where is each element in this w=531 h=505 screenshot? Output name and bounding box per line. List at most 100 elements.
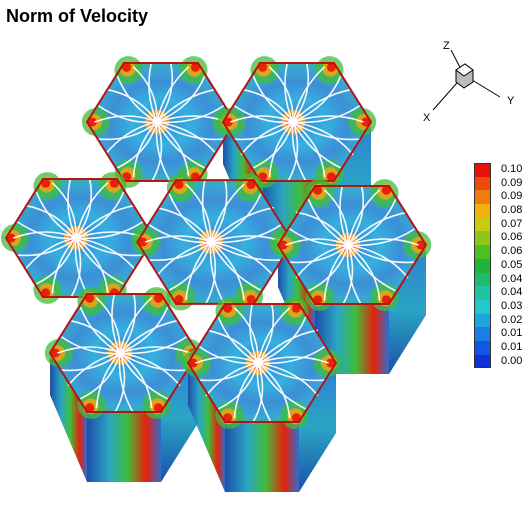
streamline (75, 204, 137, 239)
streamline (210, 223, 283, 244)
streamline (119, 292, 137, 354)
streamline (147, 223, 212, 244)
legend-label: 0.10 (501, 163, 523, 175)
streamline (232, 104, 294, 124)
streamline (252, 75, 294, 123)
streamline (119, 352, 153, 409)
streamline (197, 345, 259, 365)
streamline (292, 121, 361, 141)
streamline (347, 189, 381, 246)
velocity-hotspot (326, 358, 336, 368)
streamline (295, 244, 349, 279)
streamline (347, 244, 409, 279)
streamline (240, 121, 294, 156)
streamline (210, 241, 245, 301)
legend-swatch (474, 231, 491, 246)
streamline (119, 352, 181, 387)
streamline (75, 237, 124, 285)
velocity-hotspot (326, 172, 336, 182)
legend-label: 0.02 (501, 313, 523, 326)
streamline (210, 178, 228, 243)
streamline (156, 121, 205, 169)
streamline (308, 244, 349, 292)
velocity-cell (44, 287, 204, 419)
streamline (119, 346, 191, 354)
streamline (119, 297, 153, 354)
axis-label-y: Y (507, 95, 515, 107)
streamline (201, 178, 212, 243)
streamline (23, 204, 77, 239)
streamline (116, 75, 158, 123)
legend-swatch (474, 176, 491, 191)
streamline (111, 292, 121, 354)
velocity-hotspot (381, 295, 391, 305)
streamline (75, 191, 125, 239)
streamline (155, 241, 212, 277)
axis-cube-face (455, 63, 474, 77)
velocity-hotspot (258, 172, 268, 182)
velocity-hotspot (190, 172, 200, 182)
legend-label: 0.05 (501, 258, 523, 271)
streamline (257, 329, 319, 364)
legend-label: 0.01 (501, 340, 523, 353)
velocity-hotspot (41, 288, 51, 298)
streamline (104, 88, 158, 123)
streamline (104, 121, 158, 156)
streamline (257, 362, 319, 397)
streamline (16, 237, 77, 257)
streamline (257, 307, 291, 364)
streamline (218, 362, 259, 410)
streamline (156, 75, 206, 123)
velocity-hotspot (41, 178, 51, 188)
legend-label: 0.06 (501, 231, 523, 244)
streamline (95, 352, 121, 409)
streamline (341, 244, 354, 306)
legend-swatch (474, 204, 491, 218)
streamline (132, 66, 158, 123)
streamline (156, 121, 218, 156)
legend-swatch (474, 217, 491, 232)
velocity-cell (272, 179, 432, 311)
streamline (185, 183, 212, 243)
velocity-hotspot (326, 62, 336, 72)
streamline (256, 362, 273, 424)
streamline (210, 241, 283, 262)
streamline (156, 66, 190, 123)
streamline (117, 121, 158, 169)
legend-label: 0.07 (501, 217, 523, 230)
velocity-hotspot (188, 358, 198, 368)
streamline (156, 206, 212, 243)
streamline (347, 227, 417, 247)
streamline (339, 184, 349, 246)
axis-label-z: Z (443, 40, 450, 52)
streamline (286, 121, 299, 183)
velocity-hotspot (381, 185, 391, 195)
legend-label: 0.03 (501, 299, 523, 312)
streamline (347, 211, 409, 246)
velocity-hotspot (223, 303, 233, 313)
streamline (240, 88, 294, 123)
streamline (156, 61, 174, 123)
cell-side-wall (389, 245, 426, 374)
streamline (292, 75, 342, 123)
streamline (75, 237, 109, 294)
streamline (295, 211, 349, 246)
velocity-hotspot (291, 303, 301, 313)
axis-triad: Z Y X (423, 40, 515, 124)
axis-label-x: X (423, 112, 431, 124)
velocity-hotspot (6, 233, 16, 243)
velocity-hotspot (246, 180, 256, 190)
velocity-hotspot (291, 413, 301, 423)
streamline (144, 235, 212, 243)
legend-swatch (474, 354, 491, 369)
streamline (118, 352, 135, 414)
streamline (233, 362, 259, 419)
streamline (67, 352, 121, 387)
streamline (257, 302, 275, 364)
streamline (156, 88, 218, 123)
streamline (119, 352, 168, 400)
legend-swatch (474, 272, 491, 287)
velocity-hotspot (174, 180, 184, 190)
